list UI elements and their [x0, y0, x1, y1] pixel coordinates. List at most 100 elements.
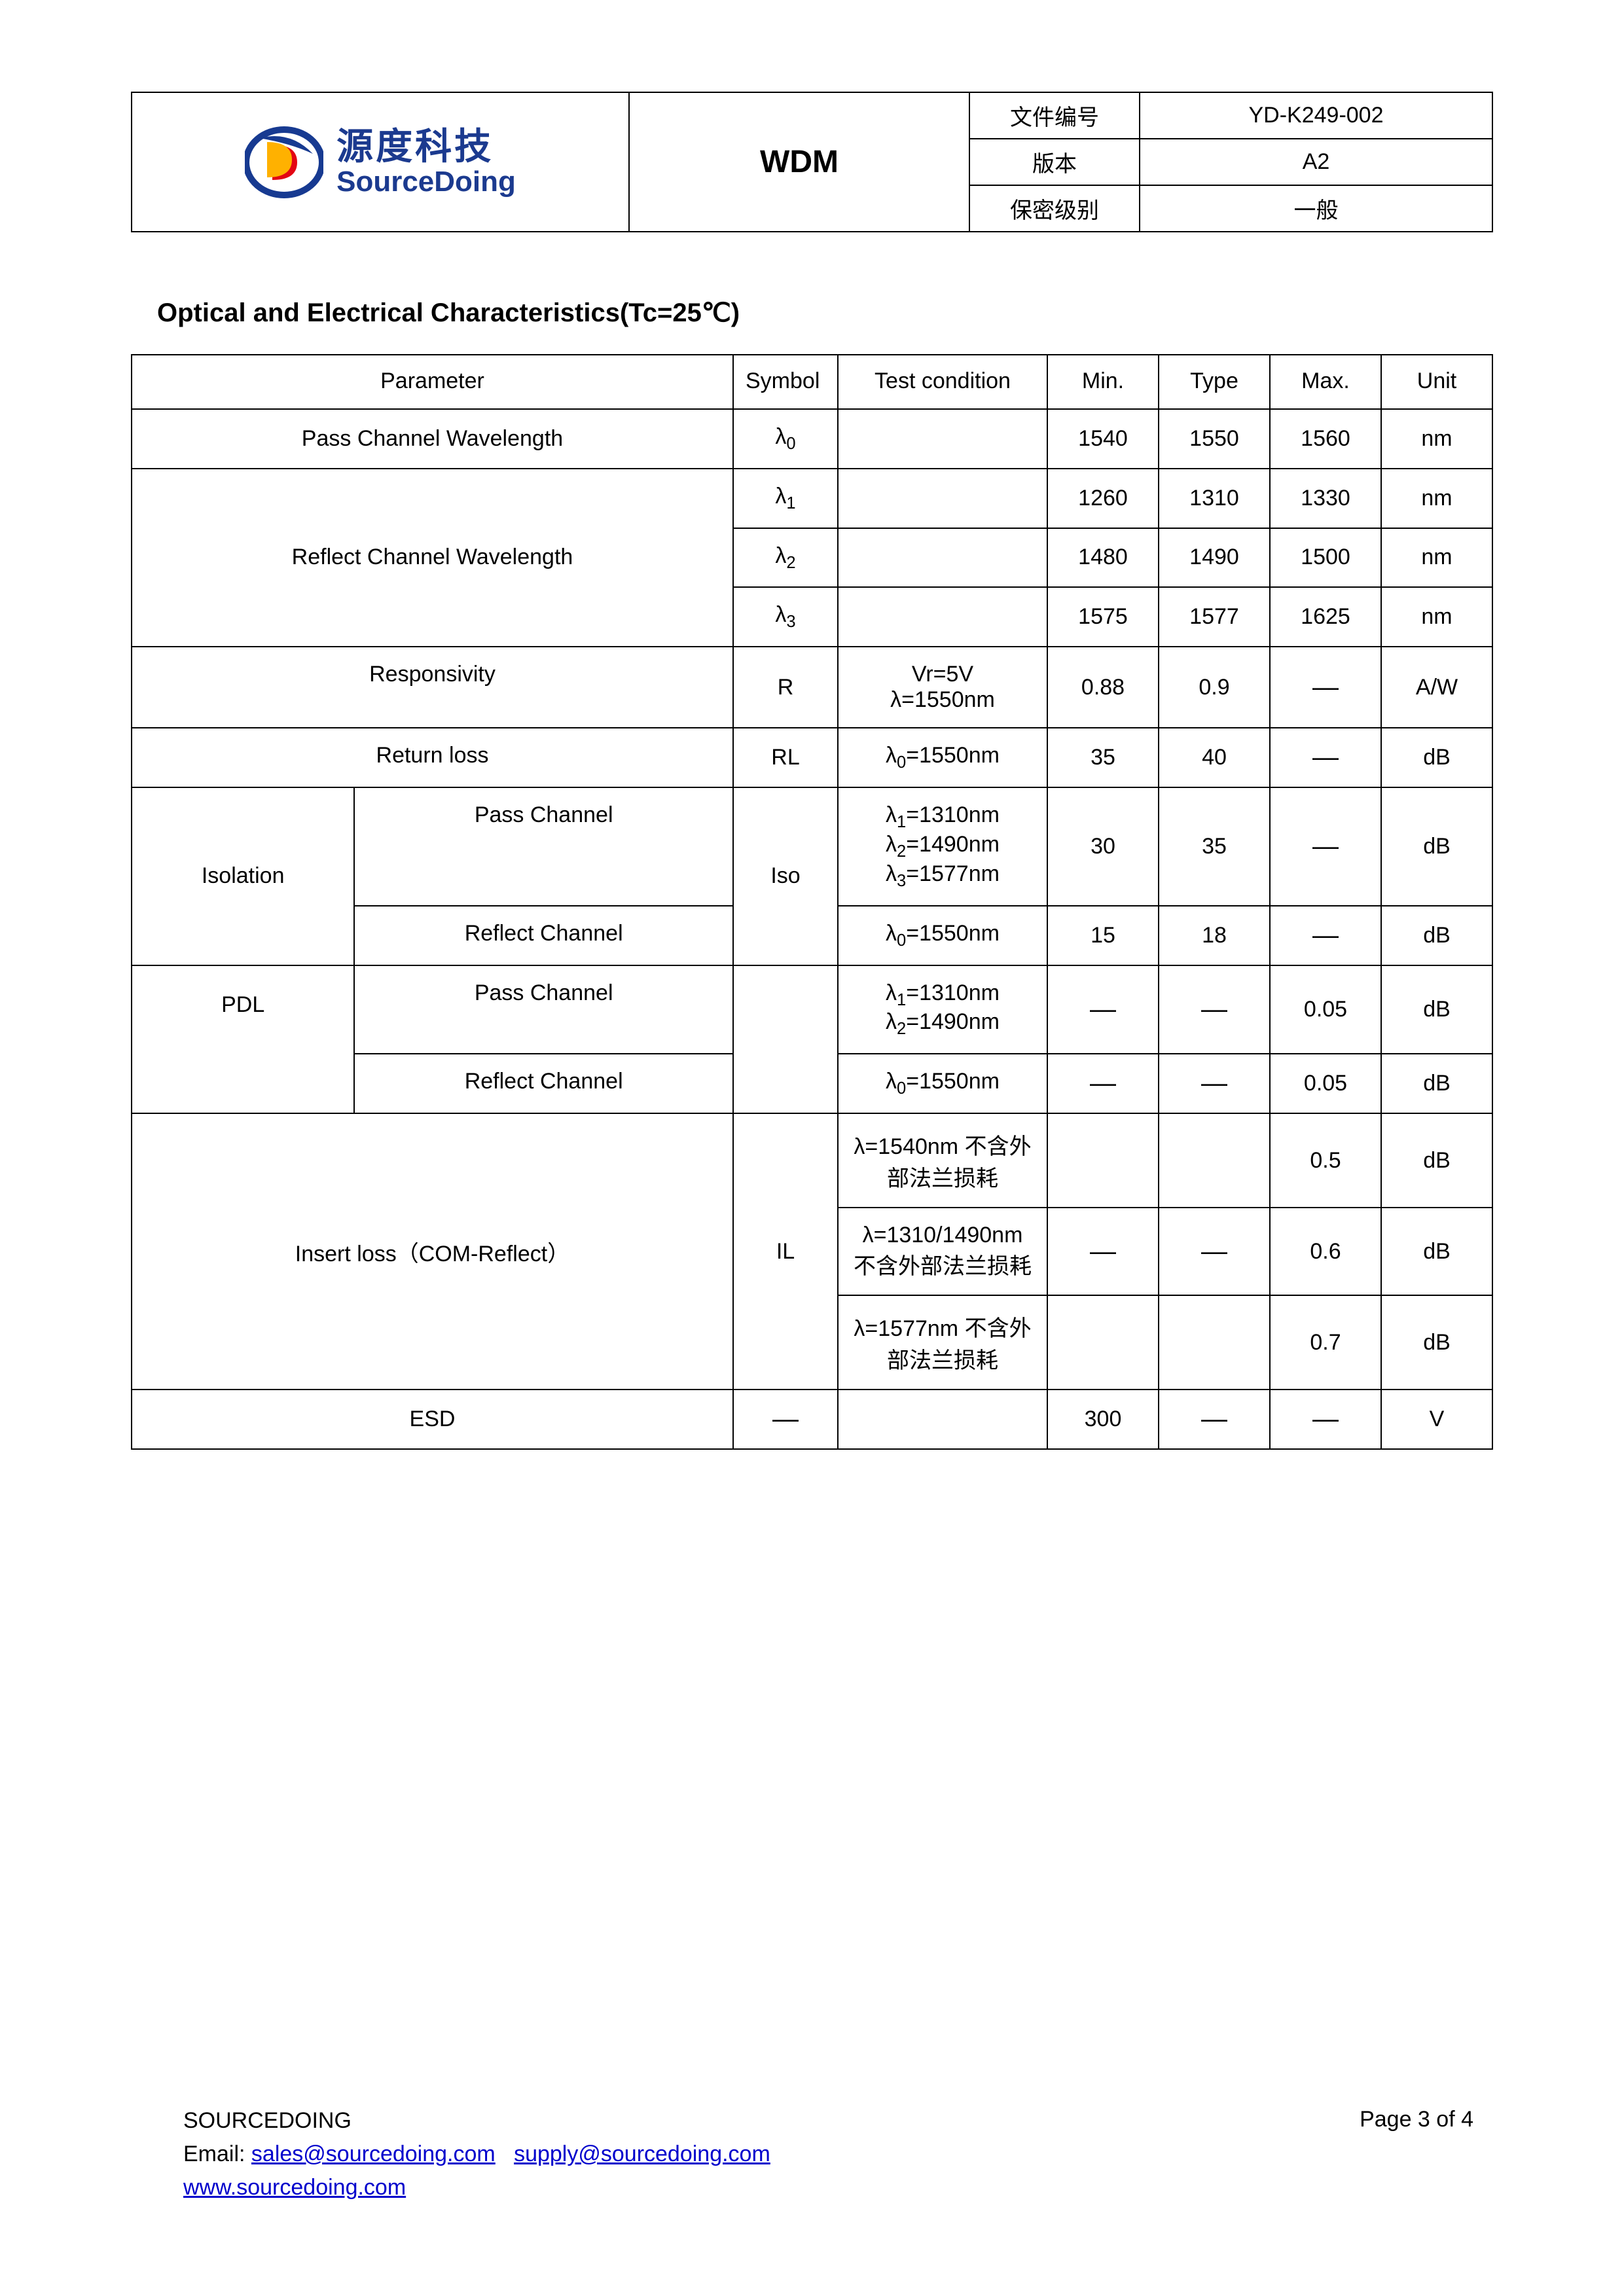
info-label: 文件编号: [970, 93, 1140, 138]
cell-cond: λ0=1550nm: [838, 906, 1047, 965]
col-symbol-text: Symbol: [746, 368, 820, 393]
sym-sub: 2: [786, 553, 795, 571]
logo-cell: 源度科技 SourceDoing: [132, 93, 630, 231]
cell-min: [1047, 1295, 1159, 1390]
cell-type: [1159, 1113, 1270, 1208]
table-row: Pass Channel Wavelength λ0 1540 1550 156…: [132, 409, 1492, 469]
cell-min: —: [1047, 965, 1159, 1054]
sym: λ: [775, 484, 786, 509]
cell-symbol: RL: [733, 728, 838, 787]
info-value: YD-K249-002: [1140, 93, 1492, 138]
cell-max: —: [1270, 787, 1381, 905]
cell-param: Pass Channel Wavelength: [132, 409, 733, 469]
document-header: 源度科技 SourceDoing WDM 文件编号 YD-K249-002 版本…: [131, 92, 1493, 232]
cell-param: PDL: [132, 965, 354, 1114]
col-min: Min.: [1047, 355, 1159, 409]
cell-cond: [838, 469, 1047, 528]
cell-unit: dB: [1381, 1054, 1492, 1113]
footer-contact: SOURCEDOING Email: sales@sourcedoing.com…: [183, 2104, 770, 2204]
cell-subparam: Reflect Channel: [354, 906, 733, 965]
cell-type: 1310: [1159, 469, 1270, 528]
cell-symbol: λ2: [733, 528, 838, 588]
footer-email-2[interactable]: supply@sourcedoing.com: [514, 2142, 770, 2166]
sym-sub: 0: [786, 435, 795, 453]
table-row: Isolation Pass Channel Iso λ1=1310nm λ2=…: [132, 787, 1492, 905]
cell-max: 0.6: [1270, 1208, 1381, 1295]
cell-min: —: [1047, 1054, 1159, 1113]
col-type: Type: [1159, 355, 1270, 409]
cond-line: Vr=5V: [912, 662, 973, 687]
col-symbol: Symbol: [733, 355, 838, 409]
cell-symbol: λ3: [733, 587, 838, 647]
cell-type: 1490: [1159, 528, 1270, 588]
cell-type: 40: [1159, 728, 1270, 787]
cell-type: 35: [1159, 787, 1270, 905]
cell-min: 1540: [1047, 409, 1159, 469]
cell-type: —: [1159, 1208, 1270, 1295]
table-row: Responsivity R Vr=5V λ=1550nm 0.88 0.9 —…: [132, 647, 1492, 728]
sym: λ: [775, 543, 786, 568]
info-value: A2: [1140, 139, 1492, 185]
logo: 源度科技 SourceDoing: [245, 126, 516, 198]
cell-max: —: [1270, 647, 1381, 728]
cell-min: [1047, 1113, 1159, 1208]
info-label: 版本: [970, 139, 1140, 185]
cell-param: Isolation: [132, 787, 354, 965]
cell-max: —: [1270, 1390, 1381, 1449]
cell-cond: λ1=1310nm λ2=1490nm: [838, 965, 1047, 1054]
cell-min: 1260: [1047, 469, 1159, 528]
cell-cond: λ=1577nm 不含外部法兰损耗: [838, 1295, 1047, 1390]
cell-unit: nm: [1381, 469, 1492, 528]
cell-unit: nm: [1381, 528, 1492, 588]
info-row-docnum: 文件编号 YD-K249-002: [970, 93, 1492, 139]
cell-type: —: [1159, 1390, 1270, 1449]
cell-param: Insert loss（COM-Reflect）: [132, 1113, 733, 1390]
cell-param: ESD: [132, 1390, 733, 1449]
footer-company: SOURCEDOING: [183, 2108, 352, 2133]
cell-cond: Vr=5V λ=1550nm: [838, 647, 1047, 728]
cell-max: 0.05: [1270, 1054, 1381, 1113]
cell-unit: nm: [1381, 409, 1492, 469]
info-value: 一般: [1140, 186, 1492, 231]
cell-param: Return loss: [132, 728, 733, 787]
cell-symbol: IL: [733, 1113, 838, 1390]
cell-min: 1575: [1047, 587, 1159, 647]
col-max: Max.: [1270, 355, 1381, 409]
cell-unit: dB: [1381, 787, 1492, 905]
cell-symbol: R: [733, 647, 838, 728]
page-footer: SOURCEDOING Email: sales@sourcedoing.com…: [183, 2104, 1473, 2204]
cell-min: 0.88: [1047, 647, 1159, 728]
cell-cond: [838, 409, 1047, 469]
cell-type: 0.9: [1159, 647, 1270, 728]
col-parameter: Parameter: [132, 355, 733, 409]
cell-unit: dB: [1381, 728, 1492, 787]
cell-symbol: Iso: [733, 787, 838, 965]
footer-web[interactable]: www.sourcedoing.com: [183, 2175, 406, 2200]
cell-max: —: [1270, 906, 1381, 965]
cell-symbol: —: [733, 1390, 838, 1449]
cell-min: 15: [1047, 906, 1159, 965]
cell-cond: [838, 1390, 1047, 1449]
cell-unit: A/W: [1381, 647, 1492, 728]
spec-table: Parameter Symbol Test condition Min. Typ…: [131, 354, 1493, 1450]
cell-param: Reflect Channel Wavelength: [132, 469, 733, 647]
cell-cond: λ=1540nm 不含外部法兰损耗: [838, 1113, 1047, 1208]
cell-min: —: [1047, 1208, 1159, 1295]
cell-cond: [838, 587, 1047, 647]
info-row-secrecy: 保密级别 一般: [970, 186, 1492, 231]
cell-subparam: Reflect Channel: [354, 1054, 733, 1113]
table-row: ESD — 300 — — V: [132, 1390, 1492, 1449]
cell-unit: nm: [1381, 587, 1492, 647]
footer-email-label: Email:: [183, 2142, 251, 2166]
cell-cond: λ=1310/1490nm 不含外部法兰损耗: [838, 1208, 1047, 1295]
table-row: Insert loss（COM-Reflect） IL λ=1540nm 不含外…: [132, 1113, 1492, 1208]
cell-max: 1330: [1270, 469, 1381, 528]
logo-cn: 源度科技: [336, 126, 516, 167]
cell-unit: dB: [1381, 906, 1492, 965]
footer-email-1[interactable]: sales@sourcedoing.com: [251, 2142, 496, 2166]
info-row-version: 版本 A2: [970, 139, 1492, 186]
cell-min: 35: [1047, 728, 1159, 787]
cell-cond: λ1=1310nm λ2=1490nm λ3=1577nm: [838, 787, 1047, 905]
cell-type: —: [1159, 965, 1270, 1054]
cell-unit: V: [1381, 1390, 1492, 1449]
